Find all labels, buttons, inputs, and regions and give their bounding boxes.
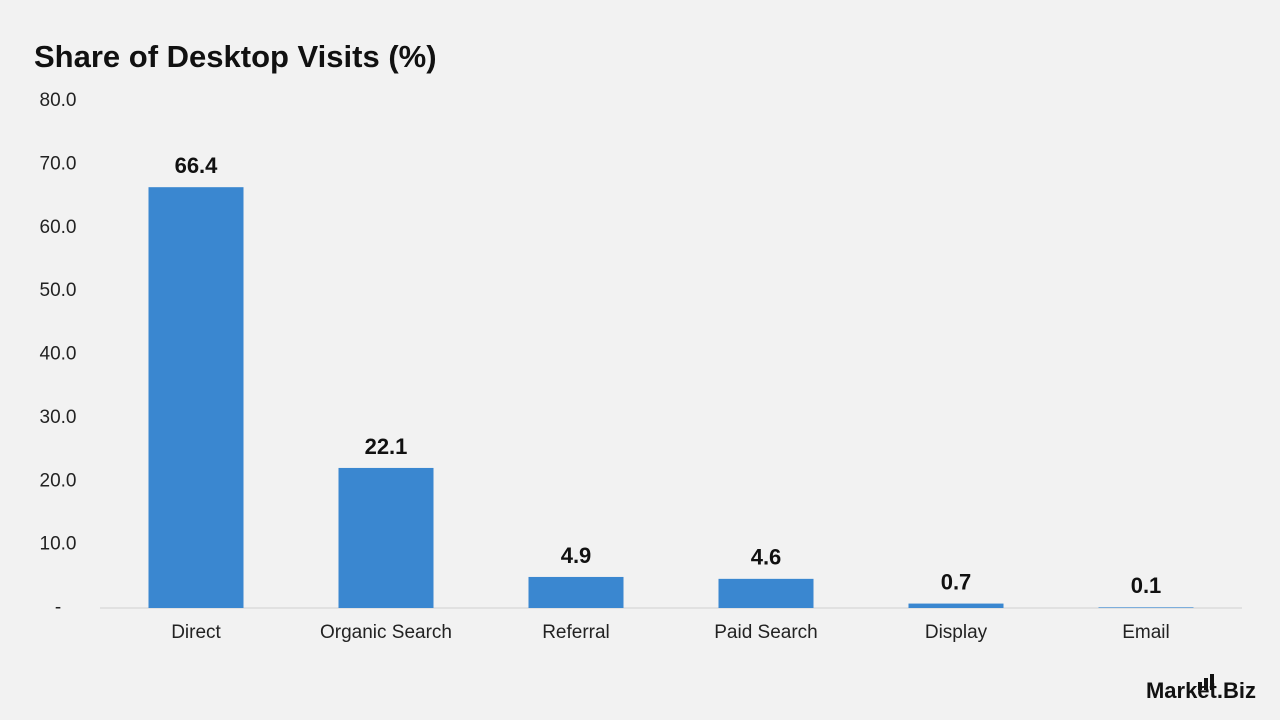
bar <box>908 603 1004 608</box>
x-tick-label: Referral <box>542 622 610 643</box>
y-tick-label: 70.0 <box>40 153 77 174</box>
value-label: 0.7 <box>941 569 972 594</box>
value-label: 22.1 <box>365 434 408 459</box>
y-tick-label: 10.0 <box>40 534 77 555</box>
y-tick-label: 50.0 <box>40 280 77 301</box>
x-tick-label: Email <box>1122 622 1170 643</box>
bar <box>338 467 434 608</box>
value-label: 4.9 <box>561 543 592 568</box>
bar <box>718 578 814 608</box>
logo-icon <box>1198 674 1214 690</box>
x-tick-label: Organic Search <box>320 622 452 643</box>
value-label: 0.1 <box>1131 573 1162 598</box>
y-tick-label: 40.0 <box>40 344 77 365</box>
value-label: 66.4 <box>175 153 219 178</box>
logo: Market.Biz <box>1146 678 1256 703</box>
x-tick-label: Direct <box>171 622 221 643</box>
chart-title: Share of Desktop Visits (%) <box>34 39 437 74</box>
y-tick-label: 80.0 <box>40 90 77 111</box>
bar <box>528 576 624 608</box>
x-tick-label: Paid Search <box>714 622 818 643</box>
y-tick-label: 20.0 <box>40 470 77 491</box>
x-tick-label: Display <box>925 622 988 643</box>
y-tick-label: 60.0 <box>40 217 77 238</box>
bar <box>1098 607 1194 608</box>
y-tick-label: - <box>55 597 61 618</box>
y-tick-label: 30.0 <box>40 407 77 428</box>
value-label: 4.6 <box>751 545 782 570</box>
bar <box>148 187 244 608</box>
